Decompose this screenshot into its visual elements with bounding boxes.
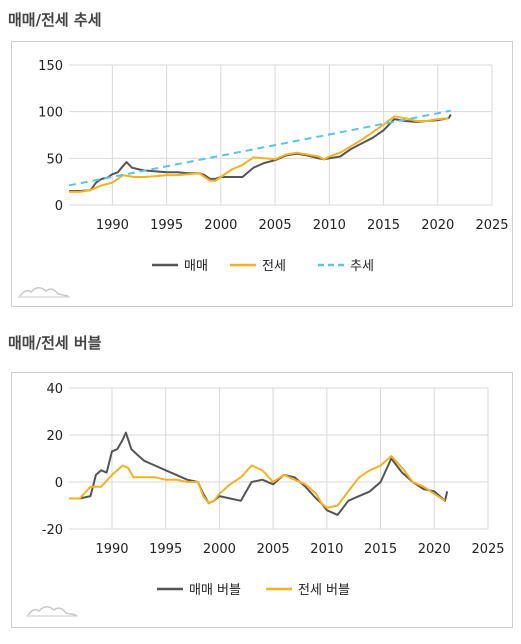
- trend-x-tick-label: 1990: [96, 218, 129, 233]
- trend-x-tick-label: 2000: [204, 218, 237, 233]
- trend-series-line-0: [69, 113, 452, 192]
- trend-legend-label-2: 추세: [350, 259, 374, 274]
- trend-chart: 0 50 100 150 1990 1995 2000 2005 2010 2015 2020 202…: [38, 59, 508, 274]
- trend-legend-label-0: 매매: [184, 259, 208, 274]
- trend-x-tick-label: 2025: [475, 218, 508, 233]
- bubble-x-tick-label: 2000: [203, 542, 236, 557]
- trend-x-tick-label: 2020: [421, 218, 454, 233]
- bubble-x-tick-label: 2005: [257, 542, 290, 557]
- bubble-y-tick-label: 40: [46, 382, 63, 397]
- trend-x-tick-label: 2010: [313, 218, 346, 233]
- chart-title-bubble: 매매/전세 버블: [8, 334, 102, 352]
- bubble-series-line-1: [69, 455, 446, 509]
- trend-y-tick-label: 100: [38, 106, 63, 121]
- bubble-y-tick-label: 20: [46, 429, 63, 444]
- bubble-chart: -20 0 20 40 1990 1995 2000 2005 2010 2015 2020 2025…: [42, 382, 505, 598]
- bubble-x-tick-label: 1995: [149, 542, 182, 557]
- bubble-x-tick-label: 1990: [95, 542, 128, 557]
- trend-y-tick-label: 0: [55, 199, 63, 214]
- watermark-logo-icon: [26, 606, 78, 617]
- trend-series-line-2: [68, 109, 451, 187]
- bubble-series-line-0: [69, 431, 449, 516]
- trend-legend-label-1: 전세: [262, 259, 286, 274]
- trend-x-tick-label: 1995: [150, 218, 183, 233]
- trend-x-tick-label: 2015: [367, 218, 400, 233]
- trend-series-line-1: [69, 115, 449, 193]
- watermark-logo-icon: [18, 287, 70, 298]
- trend-x-tick-label: 2005: [259, 218, 292, 233]
- bubble-x-tick-label: 2010: [310, 542, 343, 557]
- trend-y-tick-label: 150: [38, 59, 63, 74]
- bubble-y-tick-label: 0: [55, 476, 63, 491]
- bubble-y-tick-label: -20: [42, 523, 63, 538]
- trend-chart-panel: 0 50 100 150 1990 1995 2000 2005 2010 2015 2020 202…: [11, 41, 513, 307]
- bubble-x-tick-label: 2020: [418, 542, 451, 557]
- bubble-chart-panel: -20 0 20 40 1990 1995 2000 2005 2010 2015 2020 2025…: [11, 372, 513, 628]
- bubble-x-tick-label: 2025: [471, 542, 504, 557]
- bubble-x-tick-label: 2015: [364, 542, 397, 557]
- trend-y-tick-label: 50: [46, 152, 63, 167]
- bubble-legend-label-1: 전세 버블: [298, 583, 350, 598]
- bubble-legend-label-0: 매매 버블: [189, 583, 241, 598]
- chart-title-trend: 매매/전세 추세: [8, 11, 102, 29]
